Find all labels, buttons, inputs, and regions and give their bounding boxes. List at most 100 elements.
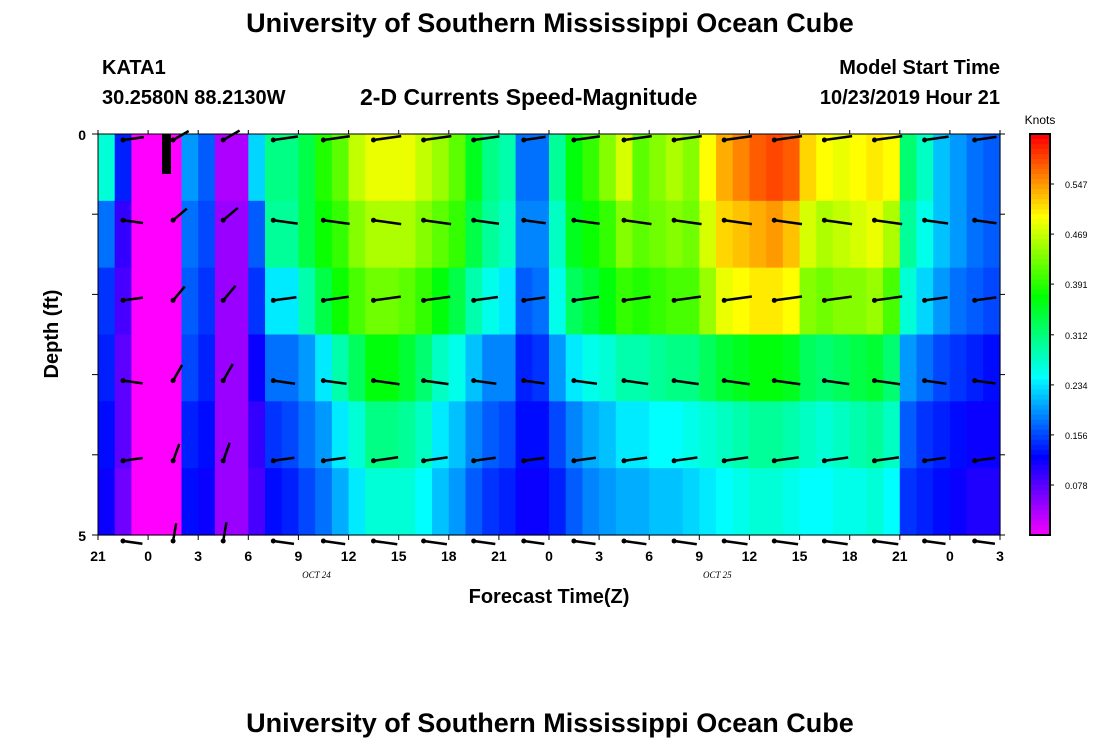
heatmap-cell (749, 401, 767, 469)
current-arrow-head (621, 538, 627, 544)
colorbar-segment (1030, 449, 1050, 456)
colorbar-segment (1030, 474, 1050, 481)
current-arrow-head (120, 217, 126, 223)
heatmap-cell (849, 267, 867, 336)
heatmap-cell (515, 334, 533, 402)
heatmap-cell (231, 401, 249, 469)
colorbar-segment (1030, 359, 1050, 366)
heatmap-cell (649, 468, 667, 536)
x-tick-label: 0 (545, 548, 553, 564)
heatmap-cell (632, 134, 650, 202)
heatmap-cell (148, 401, 166, 469)
current-arrow-head (972, 217, 978, 223)
current-arrow-head (421, 217, 427, 223)
current-arrow-head (521, 458, 527, 464)
heatmap-cell (682, 200, 700, 269)
heatmap-cell (331, 468, 350, 536)
current-arrow (573, 539, 596, 546)
heatmap-cell (899, 468, 918, 536)
x-tick-label: 9 (695, 548, 703, 564)
heatmap-cell (582, 134, 600, 202)
current-arrow (774, 539, 799, 546)
heatmap-cell (448, 401, 467, 469)
colorbar-segment (1030, 179, 1050, 185)
heatmap-cell (131, 200, 149, 269)
heatmap-cell (866, 401, 884, 469)
heatmap-cell (498, 334, 517, 402)
heatmap-cell (98, 468, 116, 536)
current-arrow (273, 539, 295, 546)
colorbar-segment (1030, 349, 1050, 356)
current-arrow (874, 456, 900, 463)
colorbar-segment (1030, 424, 1050, 431)
colorbar-segment (1030, 244, 1050, 250)
heatmap-cell (883, 134, 901, 202)
heatmap-cell (348, 401, 366, 469)
heatmap-cell (98, 401, 116, 469)
current-arrow (623, 539, 647, 546)
current-arrow-head (821, 217, 827, 223)
heatmap-cell (549, 334, 567, 402)
heatmap-cell (415, 334, 433, 402)
current-arrow-head (371, 217, 376, 223)
heatmap-cell (148, 334, 166, 402)
heatmap-cell (966, 401, 984, 469)
colorbar-segment (1030, 514, 1050, 521)
current-arrow (824, 379, 850, 386)
heatmap-cell (381, 468, 400, 536)
current-arrow-head (521, 538, 527, 544)
current-arrow-head (671, 458, 677, 464)
heatmap-cell (599, 468, 617, 536)
current-arrow-head (671, 137, 677, 143)
heatmap-cell (949, 200, 968, 269)
current-arrow (222, 129, 241, 142)
heatmap-cell (983, 401, 1001, 469)
heatmap-cell (866, 200, 884, 269)
heatmap-cell (799, 200, 817, 269)
current-arrow-head (721, 538, 727, 544)
heatmap-cell (749, 267, 767, 336)
current-arrow (122, 296, 143, 302)
heatmap-cell (181, 134, 199, 202)
current-arrow-head (621, 458, 627, 464)
colorbar-segment (1030, 459, 1050, 466)
current-arrow-head (471, 538, 477, 544)
x-tick-label: 21 (892, 548, 908, 564)
heatmap-cell (866, 334, 884, 402)
heatmap-cell (381, 334, 400, 402)
current-arrow-head (771, 217, 777, 223)
current-arrow (824, 295, 852, 302)
heatmap-cell (398, 200, 416, 269)
x-tick-label: 0 (144, 548, 152, 564)
heatmap-cell (331, 401, 350, 469)
current-arrow-head (571, 137, 577, 143)
heatmap-cell (465, 334, 483, 402)
current-arrow-head (821, 297, 827, 303)
heatmap-cell (432, 401, 450, 469)
colorbar-segment (1030, 259, 1050, 265)
colorbar-segment (1030, 404, 1050, 411)
current-arrow (874, 379, 901, 386)
heatmap-cell (214, 401, 233, 469)
current-arrow-head (270, 137, 276, 143)
colorbar-segment (1030, 199, 1050, 205)
heatmap-cell (899, 334, 918, 402)
heatmap-cell (114, 401, 132, 469)
heatmap-cell (398, 401, 416, 469)
heatmap-cell (214, 134, 233, 202)
current-arrow (373, 134, 402, 142)
heatmap-cell (114, 134, 132, 202)
colorbar-segment (1030, 289, 1050, 295)
x-axis: 21 0 3 6 9 12 15 18 21 0 3 6 9 12 15 18 21 0 3 OCT 24 OCT 25 (90, 130, 1004, 580)
heatmap-cell (716, 134, 734, 202)
current-arrow-head (220, 217, 226, 223)
colorbar-segment (1030, 439, 1050, 446)
heatmap-cell (365, 334, 383, 402)
current-arrow (974, 379, 996, 385)
current-arrow-head (471, 297, 477, 303)
current-arrow-head (170, 538, 176, 544)
current-arrow (323, 295, 349, 302)
heatmap-cell (632, 401, 650, 469)
current-arrow-head (922, 137, 928, 143)
heatmap-cell (465, 401, 483, 469)
